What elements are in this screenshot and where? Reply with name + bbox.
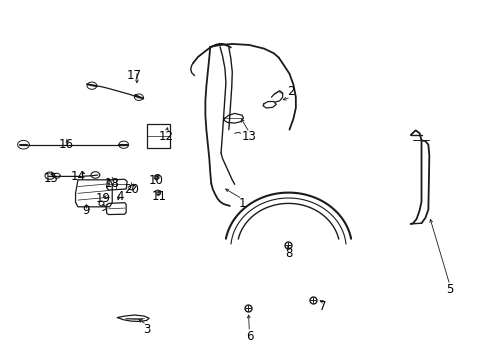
Text: 6: 6 [245, 330, 253, 343]
Text: 2: 2 [286, 85, 294, 98]
Text: 12: 12 [159, 130, 173, 143]
Text: 7: 7 [318, 300, 326, 312]
Text: 10: 10 [149, 174, 163, 186]
Text: 19: 19 [95, 192, 110, 204]
Text: 13: 13 [242, 130, 256, 143]
Text: 16: 16 [59, 138, 73, 150]
Text: 3: 3 [142, 323, 150, 336]
Text: 20: 20 [124, 183, 139, 195]
Text: 5: 5 [445, 283, 453, 296]
Text: 14: 14 [71, 170, 85, 183]
Text: 9: 9 [81, 204, 89, 217]
Text: 18: 18 [105, 177, 120, 190]
Text: 11: 11 [151, 190, 166, 203]
Text: 17: 17 [127, 69, 142, 82]
Bar [146, 124, 170, 148]
Text: 15: 15 [44, 172, 59, 185]
Text: 8: 8 [284, 247, 292, 260]
Text: 1: 1 [238, 197, 245, 210]
Text: 4: 4 [116, 190, 123, 203]
